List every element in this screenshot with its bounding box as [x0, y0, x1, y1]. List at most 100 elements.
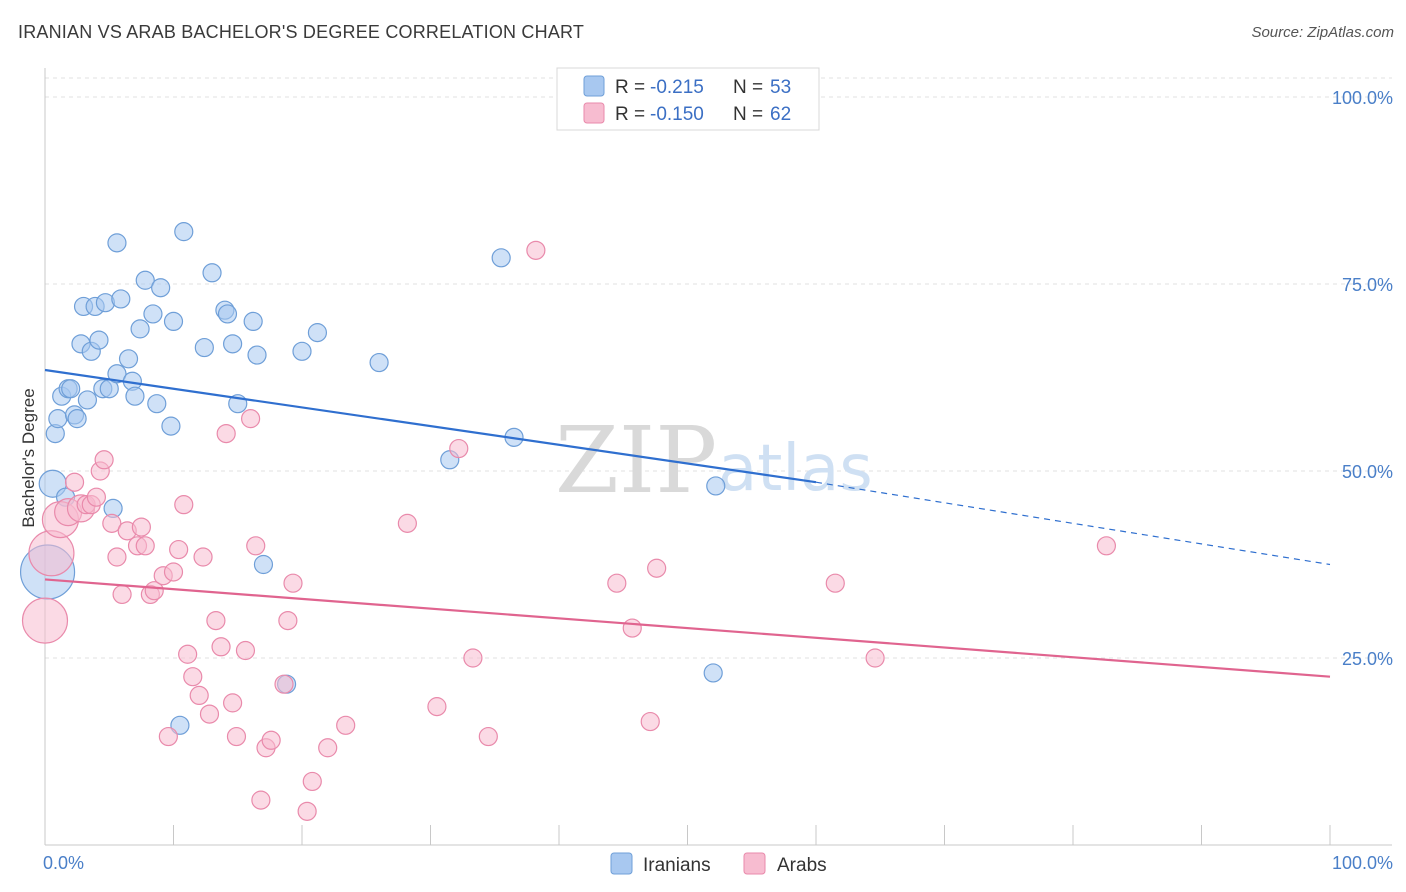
legend-iranians-swatch	[610, 852, 633, 875]
arabs-point-32	[216, 424, 236, 444]
chart-title: IRANIAN VS ARAB BACHELOR'S DEGREE CORREL…	[18, 22, 585, 42]
arabs-n-label: N =	[733, 104, 763, 125]
arabs-point-10	[94, 450, 114, 470]
arabs-point-55	[622, 618, 642, 638]
arabs-point-44	[297, 801, 317, 821]
iranians-point-35	[194, 337, 214, 358]
arabs-point-60	[1096, 536, 1117, 556]
arabs-point-25	[178, 644, 198, 664]
iranians-point-27	[135, 270, 155, 290]
arabs-point-21	[158, 726, 178, 747]
iranians-point-38	[217, 304, 238, 324]
arabs-point-27	[189, 685, 209, 706]
iranians-point-22	[111, 289, 131, 309]
arabs-point-35	[235, 640, 256, 661]
iranians-point-39	[223, 334, 243, 354]
iranians-point-52	[706, 476, 726, 496]
arabs-point-45	[302, 771, 322, 792]
iranians-point-31	[161, 416, 181, 436]
arabs-n-value: 62	[770, 104, 791, 125]
iranians-n-value: 53	[770, 77, 791, 98]
y-tick-label-50: 50.0%	[1342, 462, 1393, 482]
y-tick-label-25: 25.0%	[1342, 649, 1393, 669]
iranians-point-9	[67, 409, 87, 429]
arabs-point-37	[246, 536, 266, 556]
legend-arabs-label: Arabs	[777, 855, 827, 876]
iranians-r-value: -0.215	[650, 77, 704, 98]
arabs-point-46	[318, 738, 338, 758]
arabs-point-41	[274, 674, 294, 694]
iranians-swatch	[583, 75, 605, 97]
iranians-point-3	[48, 409, 68, 429]
arabs-point-17	[135, 536, 155, 556]
iranians-point-41	[243, 311, 263, 331]
tick-labels: 25.0% 50.0% 75.0% 100.0% 0.0% 100.0%	[43, 88, 1393, 873]
watermark-zip: ZIP	[555, 407, 717, 514]
arabs-point-12	[107, 547, 127, 567]
legend-arabs-swatch	[743, 852, 766, 875]
iranians-point-26	[130, 319, 150, 339]
arabs-point-47	[336, 715, 356, 735]
arabs-point-1	[28, 530, 75, 577]
iranians-trend-line	[44, 368, 817, 484]
arabs-point-23	[169, 539, 189, 560]
legend-iranians-label: Iranians	[643, 855, 711, 876]
arabs-r-value: -0.150	[650, 104, 704, 125]
axes	[44, 68, 1392, 846]
arabs-point-26	[183, 667, 203, 687]
arabs-point-11	[102, 513, 122, 533]
data-points	[19, 222, 1117, 821]
iranians-n-label: N =	[733, 77, 763, 98]
iranians-point-7	[61, 379, 81, 399]
arabs-point-38	[251, 790, 271, 810]
iranians-point-49	[491, 248, 511, 268]
arabs-point-42	[278, 610, 298, 631]
x-tick-label-100: 100.0%	[1332, 853, 1393, 873]
iranians-point-34	[174, 222, 194, 242]
arabs-point-31	[211, 637, 231, 657]
iranians-point-36	[202, 263, 222, 283]
iranians-point-28	[143, 304, 163, 324]
arabs-point-53	[526, 240, 546, 260]
iranians-point-46	[307, 323, 328, 343]
arabs-r-label: R =	[615, 104, 645, 125]
arabs-point-49	[427, 697, 447, 717]
iranians-point-45	[292, 341, 312, 361]
iranians-point-21	[107, 364, 127, 384]
arabs-swatch	[583, 102, 605, 124]
iranians-trend-extension	[815, 481, 1331, 566]
iranians-point-43	[253, 554, 274, 575]
iranians-point-30	[151, 278, 171, 298]
arabs-point-4	[64, 472, 85, 492]
arabs-point-16	[131, 517, 151, 537]
watermark: ZIP atlas	[555, 407, 873, 514]
arabs-point-56	[640, 711, 660, 732]
arabs-point-33	[223, 693, 243, 713]
y-tick-label-75: 75.0%	[1342, 275, 1393, 295]
stats-legend: R = -0.215 N = 53 R = -0.150 N = 62	[556, 67, 820, 131]
arabs-point-13	[112, 584, 132, 605]
y-axis-label: Bachelor's Degree	[19, 388, 38, 527]
arabs-point-57	[647, 558, 667, 578]
arabs-point-43	[283, 573, 303, 593]
arabs-point-36	[241, 409, 261, 429]
iranians-r-label: R =	[615, 77, 645, 98]
arabs-point-24	[174, 495, 194, 515]
gridlines	[45, 77, 1392, 659]
iranians-point-51	[703, 663, 723, 683]
iranians-point-15	[89, 330, 109, 350]
iranians-point-20	[107, 233, 127, 253]
iranians-point-29	[147, 394, 167, 414]
arabs-point-22	[163, 562, 184, 582]
iranians-point-23	[118, 349, 139, 369]
x-tick-label-0: 0.0%	[43, 853, 84, 873]
series-legend: Iranians Arabs	[610, 852, 827, 876]
arabs-point-34	[226, 726, 247, 747]
arabs-point-19	[144, 581, 164, 601]
watermark-atlas: atlas	[718, 432, 873, 506]
arabs-trend-line	[44, 578, 1331, 678]
source-label: Source: ZipAtlas.com	[1251, 24, 1394, 41]
arabs-point-51	[463, 648, 483, 668]
iranians-point-32	[163, 311, 184, 331]
